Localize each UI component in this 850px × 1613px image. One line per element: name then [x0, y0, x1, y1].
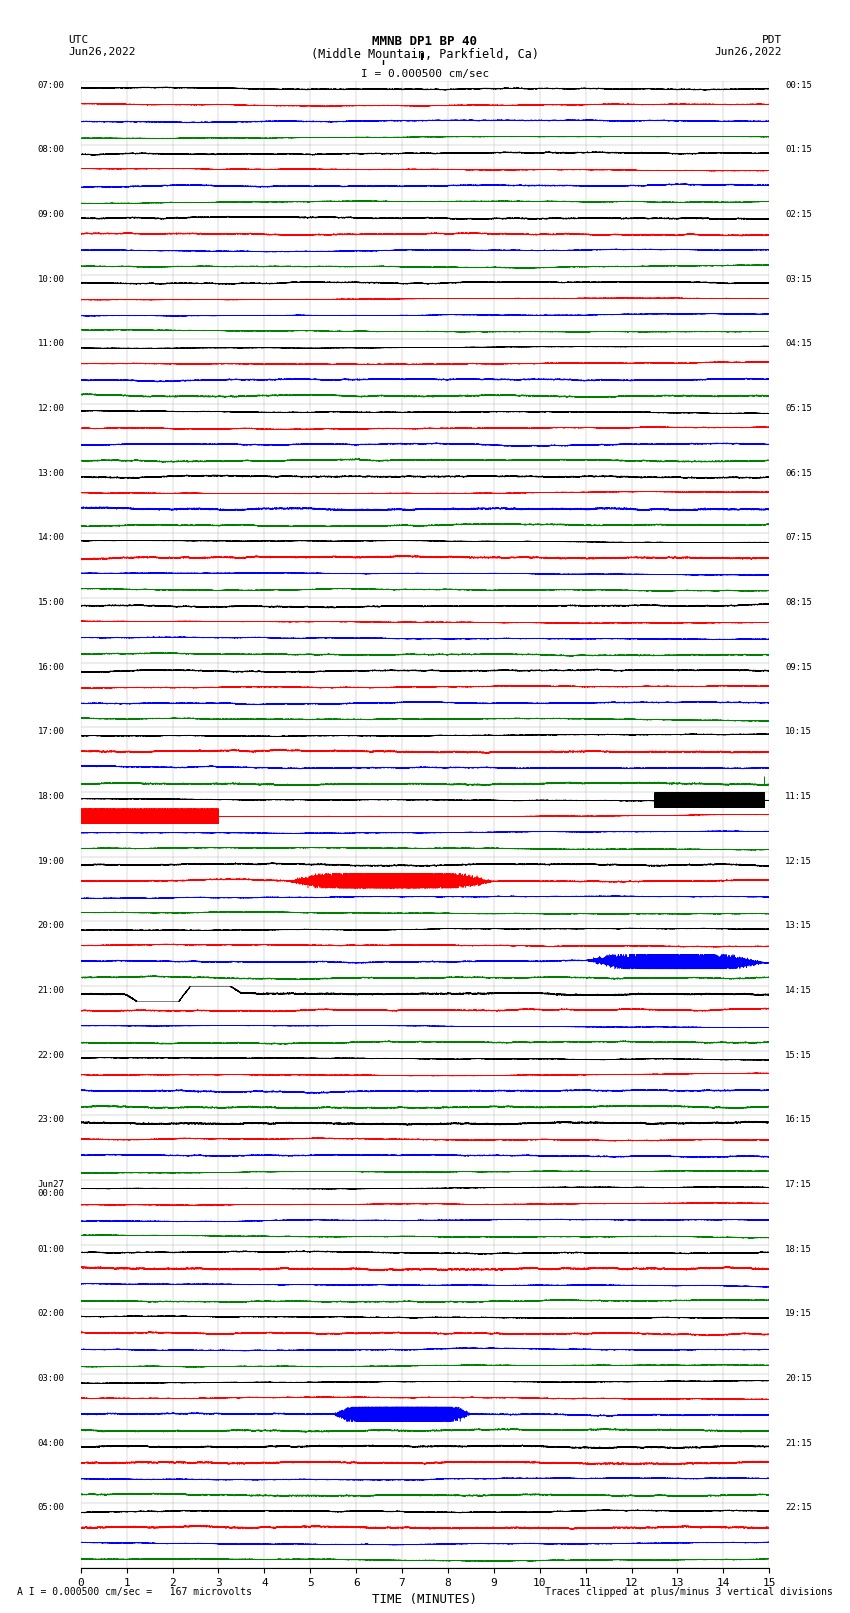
Text: 14:00: 14:00: [37, 534, 65, 542]
Text: 17:15: 17:15: [785, 1179, 813, 1189]
Text: 04:15: 04:15: [785, 339, 813, 348]
Text: 19:15: 19:15: [785, 1310, 813, 1318]
Text: 10:00: 10:00: [37, 274, 65, 284]
Text: 16:00: 16:00: [37, 663, 65, 671]
Text: 12:00: 12:00: [37, 403, 65, 413]
Text: 21:15: 21:15: [785, 1439, 813, 1447]
Text: 09:15: 09:15: [785, 663, 813, 671]
Text: 07:15: 07:15: [785, 534, 813, 542]
Text: 09:00: 09:00: [37, 210, 65, 219]
Text: 18:15: 18:15: [785, 1245, 813, 1253]
Text: 18:00: 18:00: [37, 792, 65, 802]
Text: A I = 0.000500 cm/sec =   167 microvolts: A I = 0.000500 cm/sec = 167 microvolts: [17, 1587, 252, 1597]
X-axis label: TIME (MINUTES): TIME (MINUTES): [372, 1594, 478, 1607]
Text: 23:00: 23:00: [37, 1115, 65, 1124]
Text: Jun27: Jun27: [37, 1179, 65, 1189]
Text: 05:15: 05:15: [785, 403, 813, 413]
Text: 11:00: 11:00: [37, 339, 65, 348]
Text: Jun26,2022: Jun26,2022: [68, 47, 135, 56]
Text: 08:00: 08:00: [37, 145, 65, 155]
Text: 10:15: 10:15: [785, 727, 813, 736]
Text: 11:15: 11:15: [785, 792, 813, 802]
Text: 20:00: 20:00: [37, 921, 65, 931]
Text: 22:00: 22:00: [37, 1050, 65, 1060]
Text: 00:00: 00:00: [37, 1189, 65, 1198]
Text: 15:00: 15:00: [37, 598, 65, 606]
Text: 02:15: 02:15: [785, 210, 813, 219]
Text: 22:15: 22:15: [785, 1503, 813, 1511]
Text: 03:00: 03:00: [37, 1374, 65, 1382]
Text: 19:00: 19:00: [37, 857, 65, 866]
Text: 01:00: 01:00: [37, 1245, 65, 1253]
Text: 02:00: 02:00: [37, 1310, 65, 1318]
Text: 12:15: 12:15: [785, 857, 813, 866]
Text: MMNB DP1 BP 40: MMNB DP1 BP 40: [372, 35, 478, 48]
Text: 17:00: 17:00: [37, 727, 65, 736]
Text: Jun26,2022: Jun26,2022: [715, 47, 782, 56]
Text: 16:15: 16:15: [785, 1115, 813, 1124]
Text: (Middle Mountain, Parkfield, Ca): (Middle Mountain, Parkfield, Ca): [311, 47, 539, 61]
Text: I = 0.000500 cm/sec: I = 0.000500 cm/sec: [361, 69, 489, 79]
Text: 13:15: 13:15: [785, 921, 813, 931]
Text: 08:15: 08:15: [785, 598, 813, 606]
Text: 15:15: 15:15: [785, 1050, 813, 1060]
Text: 14:15: 14:15: [785, 986, 813, 995]
Text: Traces clipped at plus/minus 3 vertical divisions: Traces clipped at plus/minus 3 vertical …: [545, 1587, 833, 1597]
Text: PDT: PDT: [762, 35, 782, 45]
Text: 13:00: 13:00: [37, 469, 65, 477]
Text: 05:00: 05:00: [37, 1503, 65, 1511]
Text: 03:15: 03:15: [785, 274, 813, 284]
Text: 06:15: 06:15: [785, 469, 813, 477]
Text: 04:00: 04:00: [37, 1439, 65, 1447]
Text: 00:15: 00:15: [785, 81, 813, 90]
Text: 21:00: 21:00: [37, 986, 65, 995]
Text: 20:15: 20:15: [785, 1374, 813, 1382]
Text: 01:15: 01:15: [785, 145, 813, 155]
Text: UTC: UTC: [68, 35, 88, 45]
Text: 07:00: 07:00: [37, 81, 65, 90]
